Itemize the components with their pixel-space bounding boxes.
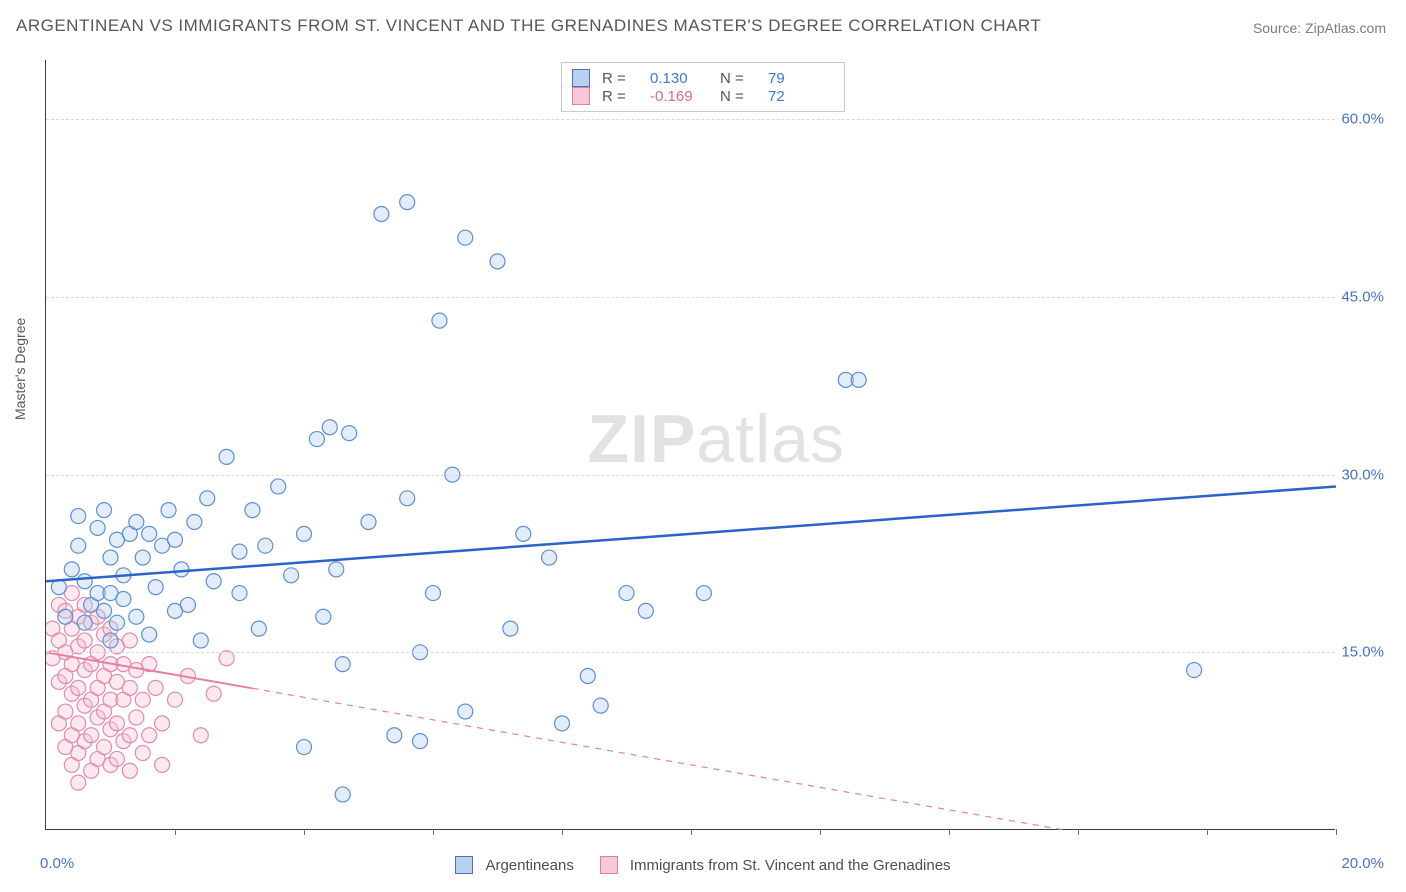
legend-bottom-label-0: Argentineans xyxy=(485,857,573,874)
y-axis-label: Master's Degree xyxy=(12,318,28,420)
chart-title: ARGENTINEAN VS IMMIGRANTS FROM ST. VINCE… xyxy=(16,16,1041,36)
legend-r-label-0: R = xyxy=(602,70,642,87)
legend-r-value-0: 0.130 xyxy=(650,70,712,87)
legend-n-value-1: 72 xyxy=(768,88,830,105)
plot-region: ZIPatlas xyxy=(45,60,1335,830)
legend-bottom-item-0: Argentineans xyxy=(455,856,573,874)
legend-bottom-label-1: Immigrants from St. Vincent and the Gren… xyxy=(630,857,951,874)
chart-svg xyxy=(46,60,1336,830)
legend-n-label-0: N = xyxy=(720,70,760,87)
ytick-45: 45.0% xyxy=(1341,288,1384,305)
legend-r-value-1: -0.169 xyxy=(650,88,712,105)
ytick-15: 15.0% xyxy=(1341,644,1384,661)
ytick-30: 30.0% xyxy=(1341,466,1384,483)
legend-n-value-0: 79 xyxy=(768,70,830,87)
legend-top-row-0: R = 0.130 N = 79 xyxy=(572,69,830,87)
ytick-60: 60.0% xyxy=(1341,111,1384,128)
chart-area: ZIPatlas xyxy=(45,60,1335,830)
legend-n-label-1: N = xyxy=(720,88,760,105)
legend-swatch-pink xyxy=(572,87,590,105)
legend-bottom: Argentineans Immigrants from St. Vincent… xyxy=(0,856,1406,874)
legend-swatch-blue xyxy=(572,69,590,87)
legend-top: R = 0.130 N = 79 R = -0.169 N = 72 xyxy=(561,62,845,112)
source-text: Source: ZipAtlas.com xyxy=(1253,20,1386,36)
legend-top-row-1: R = -0.169 N = 72 xyxy=(572,87,830,105)
legend-bottom-item-1: Immigrants from St. Vincent and the Gren… xyxy=(600,856,951,874)
legend-r-label-1: R = xyxy=(602,88,642,105)
legend-bottom-swatch-0 xyxy=(455,856,473,874)
legend-bottom-swatch-1 xyxy=(600,856,618,874)
